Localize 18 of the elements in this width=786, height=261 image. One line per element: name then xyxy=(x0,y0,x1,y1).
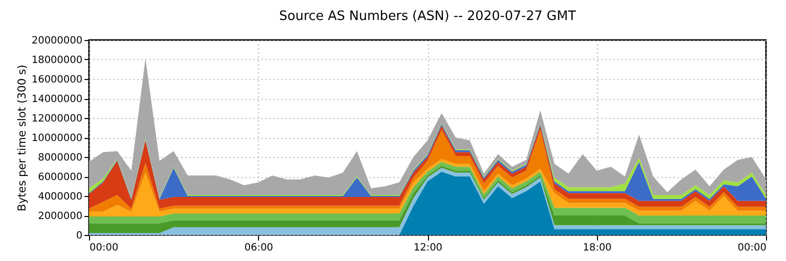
y-tick-label: 16000000 xyxy=(32,74,82,86)
y-tick-label: 10000000 xyxy=(32,133,82,144)
y-tick-label: 18000000 xyxy=(32,55,82,66)
y-tick-label: 4000000 xyxy=(38,192,82,202)
y-axis-title: Bytes per time slot (300 s) xyxy=(16,64,29,212)
x-tick-label: 18:00 xyxy=(582,242,612,254)
y-tick-label: 20000000 xyxy=(32,36,82,46)
chart-title: Source AS Numbers (ASN) -- 2020-07-27 GMT xyxy=(279,9,576,24)
x-tick-label: 06:00 xyxy=(244,242,274,254)
y-tick-label: 8000000 xyxy=(38,152,82,164)
x-tick-label: 00:00 xyxy=(90,242,118,254)
y-tick-label: 14000000 xyxy=(32,94,82,105)
x-tick-label: 00:00 xyxy=(738,242,766,254)
y-tick-label: 0 xyxy=(76,230,82,242)
x-tick-label: 12:00 xyxy=(414,242,442,254)
y-tick-label: 2000000 xyxy=(38,211,82,222)
y-tick-label: 6000000 xyxy=(38,172,82,183)
y-tick-label: 12000000 xyxy=(32,114,82,124)
